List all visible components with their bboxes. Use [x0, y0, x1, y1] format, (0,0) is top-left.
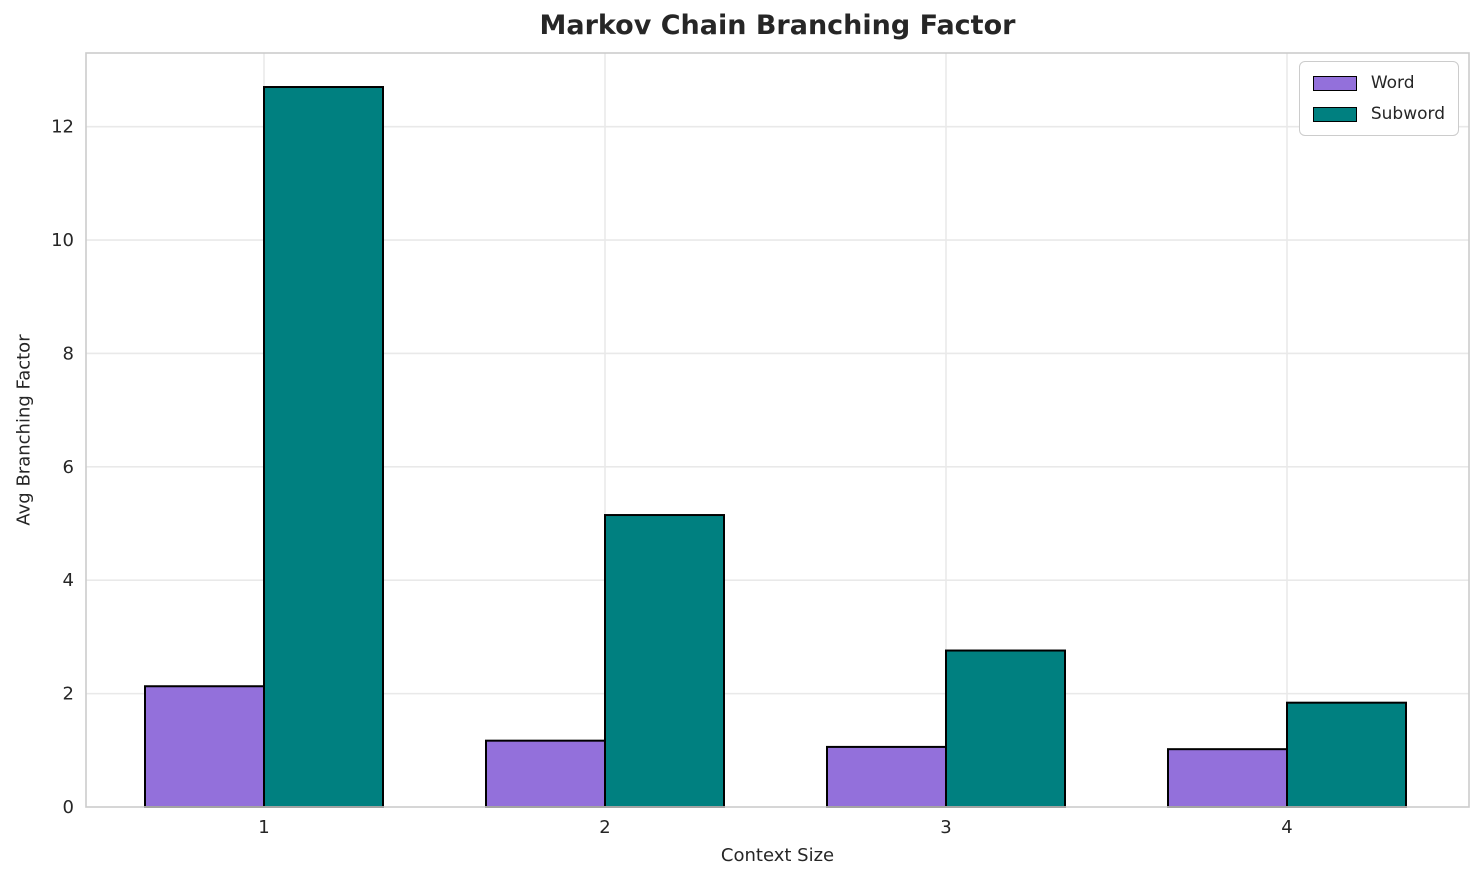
bar-word-2: [485, 739, 606, 808]
legend-label: Subword: [1370, 103, 1445, 124]
bar-word-3: [826, 745, 947, 808]
bar-subword-2: [604, 514, 725, 808]
y-tick-label-8: 8: [63, 343, 74, 364]
legend: Word Subword: [1298, 61, 1459, 136]
bar-word-4: [1167, 748, 1288, 809]
y-tick-label-0: 0: [63, 797, 74, 818]
x-tick-label-1: 1: [258, 817, 269, 838]
y-tick-label-4: 4: [63, 570, 74, 591]
legend-entry-subword: Subword: [1312, 102, 1445, 126]
legend-label: Word: [1370, 72, 1415, 93]
x-tick-label-2: 2: [599, 817, 610, 838]
bar-subword-1: [263, 86, 384, 809]
y-tick-label-6: 6: [63, 457, 74, 478]
bar-word-1: [144, 685, 265, 809]
legend-swatch-subword: [1312, 106, 1357, 122]
y-axis-label: Avg Branching Factor: [13, 334, 35, 526]
y-tick-label-10: 10: [51, 230, 74, 251]
legend-entry-word: Word: [1312, 71, 1445, 95]
y-tick-label-2: 2: [63, 684, 74, 705]
x-tick-label-3: 3: [940, 817, 951, 838]
x-tick-label-4: 4: [1281, 817, 1292, 838]
chart-title: Markov Chain Branching Factor: [539, 10, 1016, 41]
plot-border: [85, 52, 1470, 808]
y-tick-label-12: 12: [51, 117, 74, 138]
x-axis-label: Context Size: [720, 845, 835, 866]
legend-swatch-word: [1312, 75, 1357, 91]
bar-subword-3: [945, 649, 1066, 808]
bar-subword-4: [1286, 701, 1407, 808]
